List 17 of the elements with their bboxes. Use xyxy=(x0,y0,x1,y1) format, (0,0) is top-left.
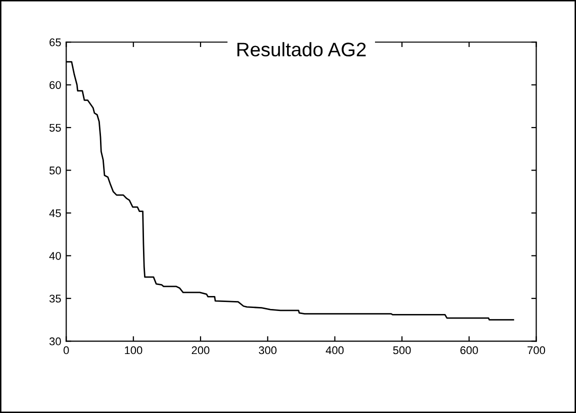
y-tick-label: 65 xyxy=(50,38,61,46)
y-tick-label: 55 xyxy=(49,124,61,132)
y-tick-label: 45 xyxy=(49,209,61,218)
x-tick-label: 0 xyxy=(64,346,69,354)
x-tick-label: 700 xyxy=(528,346,546,354)
chart-title: Resultado AG2 xyxy=(237,42,366,56)
x-tick-label: 600 xyxy=(460,346,478,354)
x-tick-label: 500 xyxy=(393,346,411,354)
x-tick-label: 100 xyxy=(124,346,142,354)
y-tick-label: 50 xyxy=(49,166,61,174)
y-tick-label: 40 xyxy=(49,252,61,260)
y-tick-label: 35 xyxy=(49,294,61,303)
y-tick-label: 30 xyxy=(49,337,61,346)
x-tick-label: 300 xyxy=(258,346,277,354)
x-tick-label: 200 xyxy=(192,346,210,354)
x-tick-label: 400 xyxy=(326,346,344,354)
y-tick-label: 60 xyxy=(50,81,61,89)
